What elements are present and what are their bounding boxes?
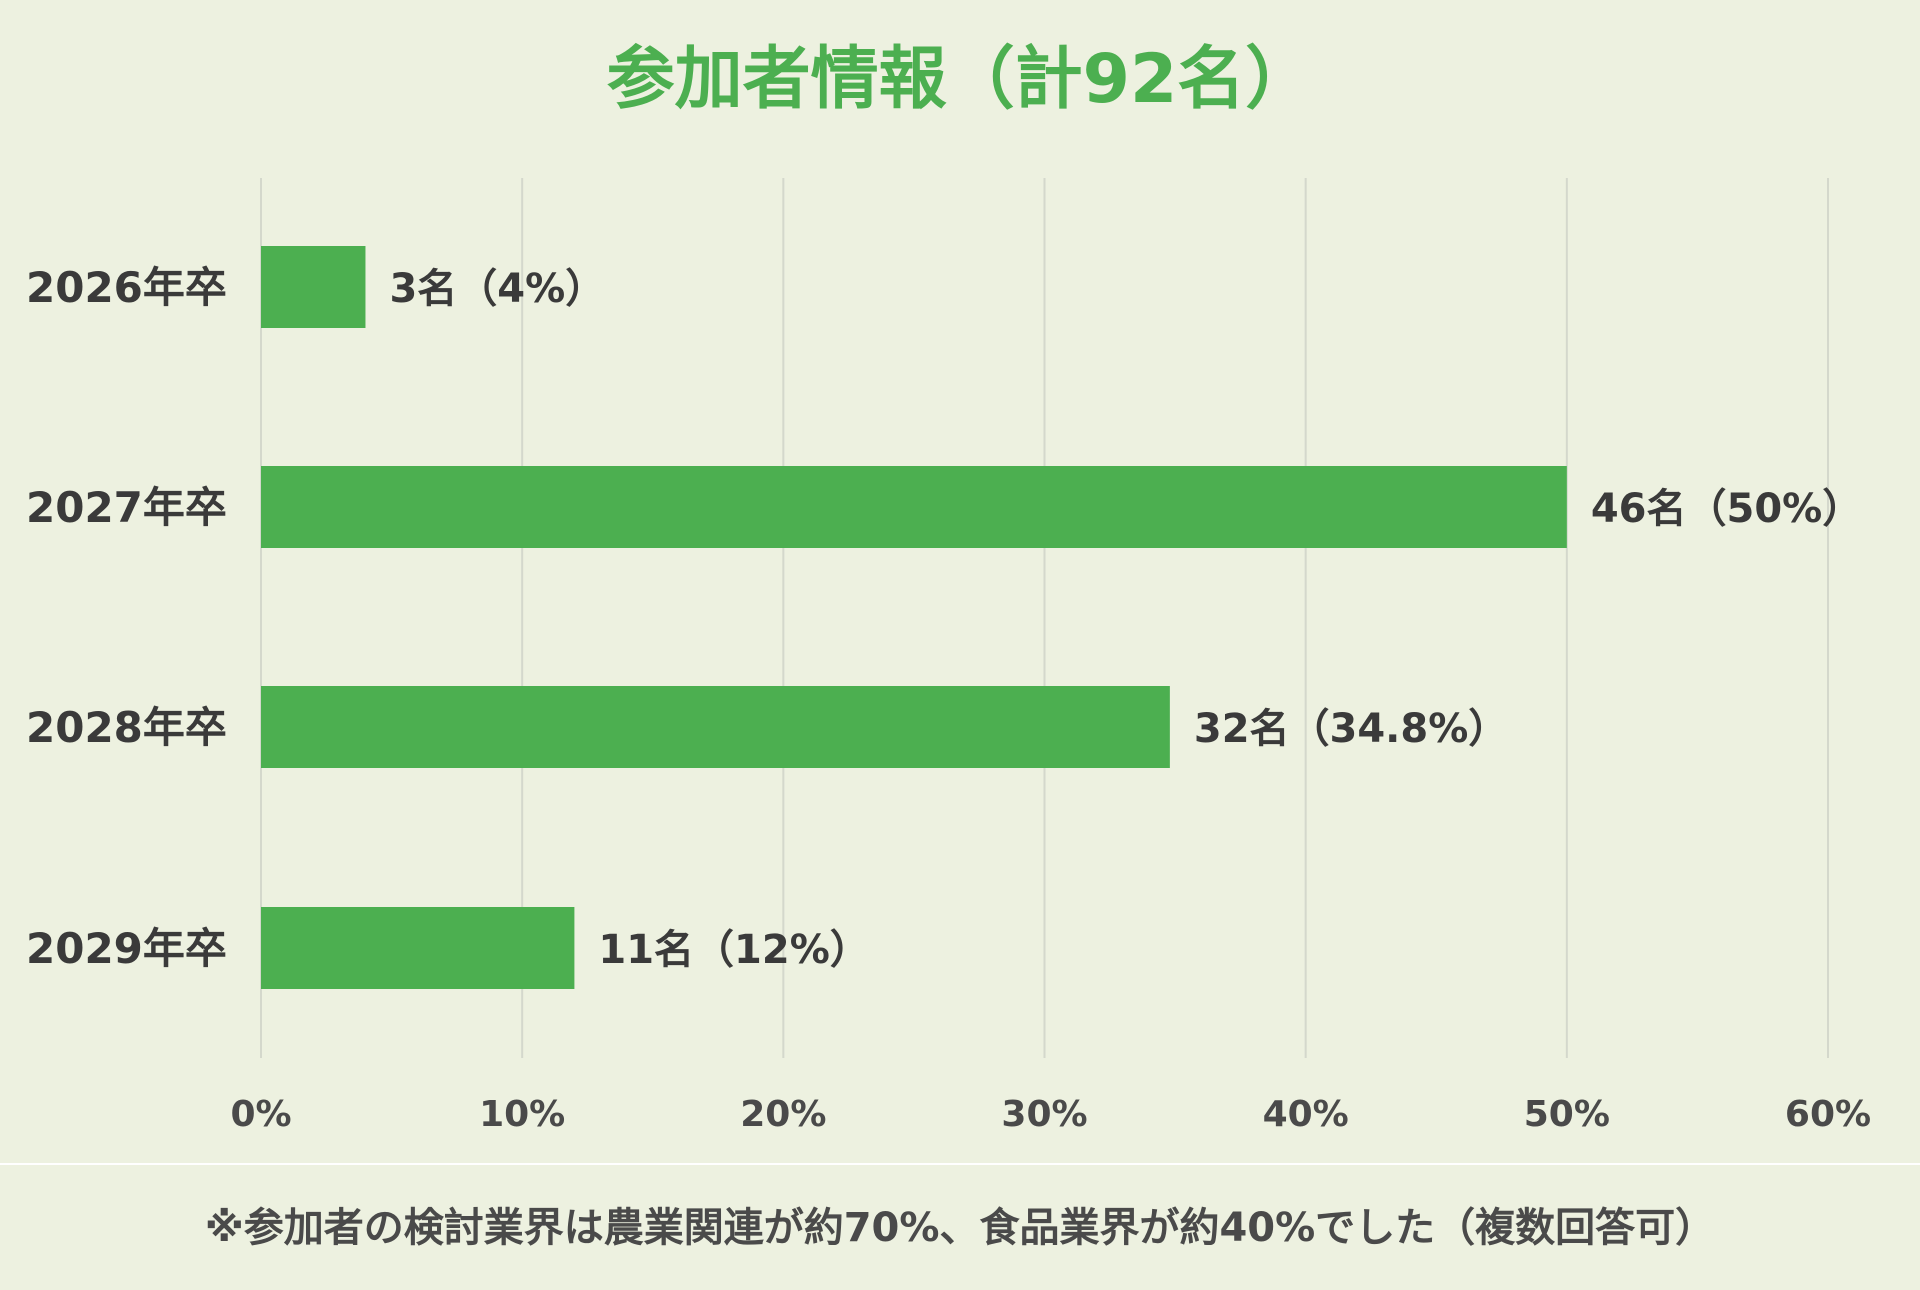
x-tick-label: 50%: [1524, 1094, 1610, 1135]
data-label: 32名（34.8%）: [1194, 706, 1508, 752]
chart-title: 参加者情報（計92名）: [606, 40, 1314, 119]
data-label: 46名（50%）: [1591, 486, 1862, 532]
category-label: 2026年卒: [26, 263, 227, 312]
category-label: 2029年卒: [26, 924, 227, 973]
category-label: 2027年卒: [26, 483, 227, 532]
bar-2027年卒: [261, 466, 1567, 548]
x-tick-label: 30%: [1001, 1094, 1087, 1135]
footnote: ※参加者の検討業界は農業関連が約70%、食品業界が約40%でした（複数回答可）: [204, 1205, 1716, 1251]
data-label: 3名（4%）: [389, 266, 605, 312]
category-label: 2028年卒: [26, 703, 227, 752]
bar-2028年卒: [261, 686, 1170, 768]
bar-chart: 0% 10% 20% 30% 40% 50% 60% 2026年卒 3名（4%） 2027年卒 46…: [26, 178, 1871, 1135]
x-tick-label: 40%: [1263, 1094, 1349, 1135]
x-tick-label: 0%: [230, 1094, 291, 1135]
x-tick-label: 10%: [479, 1094, 565, 1135]
footer-band: [0, 1163, 1920, 1290]
bar-2026年卒: [261, 246, 366, 328]
bar-2029年卒: [261, 907, 575, 989]
x-tick-label: 60%: [1785, 1094, 1871, 1135]
data-label: 11名（12%）: [598, 927, 869, 973]
x-tick-label: 20%: [740, 1094, 826, 1135]
